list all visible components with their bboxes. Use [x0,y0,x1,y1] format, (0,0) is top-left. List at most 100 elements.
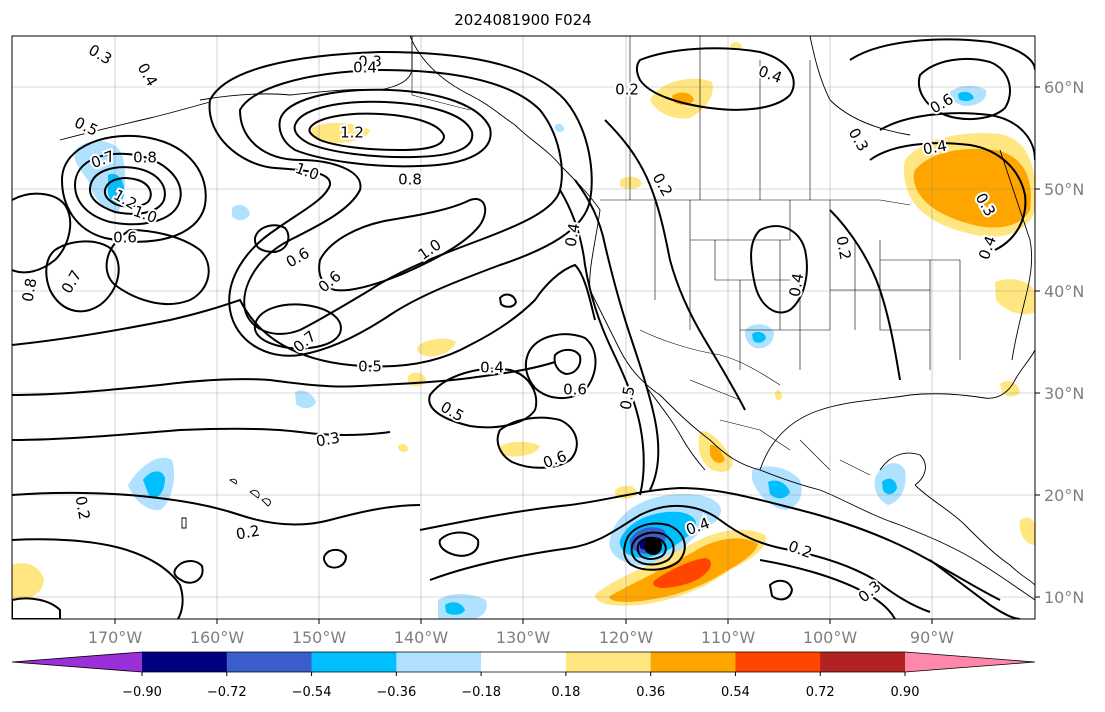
colorbar-segment [396,652,482,672]
contour-label: 0.4 [480,359,504,377]
contour-0p7-ring [253,303,342,350]
contour-storm-ring-2 [630,531,675,566]
colorbar-tick-label: 0.90 [891,685,920,700]
contour-ring-ak-1 [278,88,492,168]
lat-tick-label: 20°N [1044,486,1084,505]
contour-0p5-mid [428,367,538,429]
contour-1p0-inner [318,198,487,292]
storm-center-marker [644,537,662,555]
contour-ring-ak-3 [308,112,446,152]
contour-label: 0.6 [563,381,587,399]
contour-storm-0p2 [419,486,1001,601]
contour-west-0p7 [45,240,120,313]
colorbar-segment [226,652,313,672]
pos-shade-mid-pacific-3 [498,441,540,457]
colorbar-extend-min [12,652,142,672]
contour-great-lakes-0p3 [869,142,1027,251]
colorbar-segment [311,652,397,672]
contour-canada-0p4 [636,47,795,111]
neg-shade-canada-core [958,91,974,102]
contour-east-0p2 [829,209,901,381]
coast-north-america-west [409,36,1035,601]
coast-central-america [914,484,1035,586]
lat-tick-label: 40°N [1044,282,1084,301]
lon-tick-label: 100°W [803,628,858,647]
pos-shade-storm-warm-core [653,558,712,588]
contour-ring-nw-3 [103,177,152,208]
pos-shade-mid-pacific-1 [417,338,456,357]
contour-label: 0.6 [113,229,137,247]
border-us-mexico [639,329,781,386]
latitude-ticks: 60°N 50°N 40°N 30°N 20°N 10°N [1035,78,1084,607]
contour-small-ring-4 [498,293,518,308]
colorbar-tick-label: 0.36 [636,685,665,700]
pos-shade-southeast-us [995,279,1035,315]
colorbar-tick-label: −0.90 [122,685,162,700]
contour-storm-ring-1 [623,522,686,571]
contour-label: 0.3 [358,53,382,71]
contour-ring-nw-1 [73,152,182,226]
contour-small-ring-7 [12,597,61,619]
contour-west-0p8 [12,192,72,274]
colorbar-segment [142,652,228,672]
contour-storm-0p4 [429,504,931,613]
anomaly-shading [12,42,1035,619]
contour-broad-2 [208,50,593,357]
contour-lines [12,38,1035,619]
border-alaska-canada [411,36,471,111]
colorbar-extend-max [905,652,1035,672]
contour-label: 0.5 [617,385,639,412]
contour-canada-0p6 [917,57,1011,120]
figure-title: 2024081900 F024 [454,11,591,29]
contour-0p6-south [496,416,578,469]
lon-tick-label: 90°W [910,628,954,647]
lon-tick-label: 140°W [394,628,449,647]
pos-shade-great-lakes-core [913,148,1031,228]
neg-shade-small-1 [232,204,250,221]
contour-label: 0.5 [358,358,382,376]
colorbar-tick-label: 0.54 [721,685,750,700]
colorbar-tick-label: −0.18 [461,685,501,700]
colorbar-segment [820,652,906,672]
neg-shade-small-3 [555,123,564,133]
neg-shade-central-core [143,471,165,499]
contour-broad-1 [238,68,563,335]
coast-yucatan [879,452,926,486]
contour-small-ring-2 [323,548,348,569]
contour-small-ring-5 [438,531,480,557]
colorbar-segment [650,652,736,672]
coast-alaska [199,36,413,101]
contour-small-ring-1 [253,224,290,254]
colorbar-segment [565,652,652,672]
pos-shade-gulf-ca-core [710,444,725,463]
pos-shade-caribbean [1019,517,1035,545]
colorbar-tick-label: 0.72 [806,685,835,700]
coast-baja [644,384,706,471]
contour-0p6-mid-inner [553,348,582,376]
pos-shade-small-5 [775,390,782,401]
colorbar-segment [481,652,567,672]
longitude-ticks: 170°W 160°W 150°W 140°W 130°W 120°W 110°W 100°W… [88,619,954,647]
colorbar-segment [735,652,821,672]
contour-ring-nw-2 [88,166,166,215]
pos-shade-small-4 [398,443,408,453]
lat-tick-label: 60°N [1044,78,1084,97]
neg-shade-mexico-1-core [768,480,790,499]
lon-tick-label: 110°W [701,628,756,647]
lon-tick-label: 150°W [292,628,347,647]
colorbar: −0.90 −0.72 −0.54 −0.36 −0.18 0.18 0.36 0.54 0.7… [11,651,1036,700]
contour-label: 0.2 [615,81,639,99]
hawaii-3 [261,498,271,507]
contour-0p6-sw [105,228,210,306]
contour-main-0p2 [12,491,421,526]
lat-tick-label: 50°N [1044,180,1084,199]
contour-small-ring-3 [173,560,204,584]
lon-tick-label: 170°W [88,628,143,647]
colorbar-tick-label: −0.36 [376,685,416,700]
province-lines [629,36,811,200]
coast-gulf-mexico [759,349,1035,471]
pos-shade-west-edge [12,563,44,600]
contour-great-lakes-0p4 [879,112,1035,161]
contour-main-0p4 [12,361,556,396]
contour-label: 0.4 [353,59,377,77]
